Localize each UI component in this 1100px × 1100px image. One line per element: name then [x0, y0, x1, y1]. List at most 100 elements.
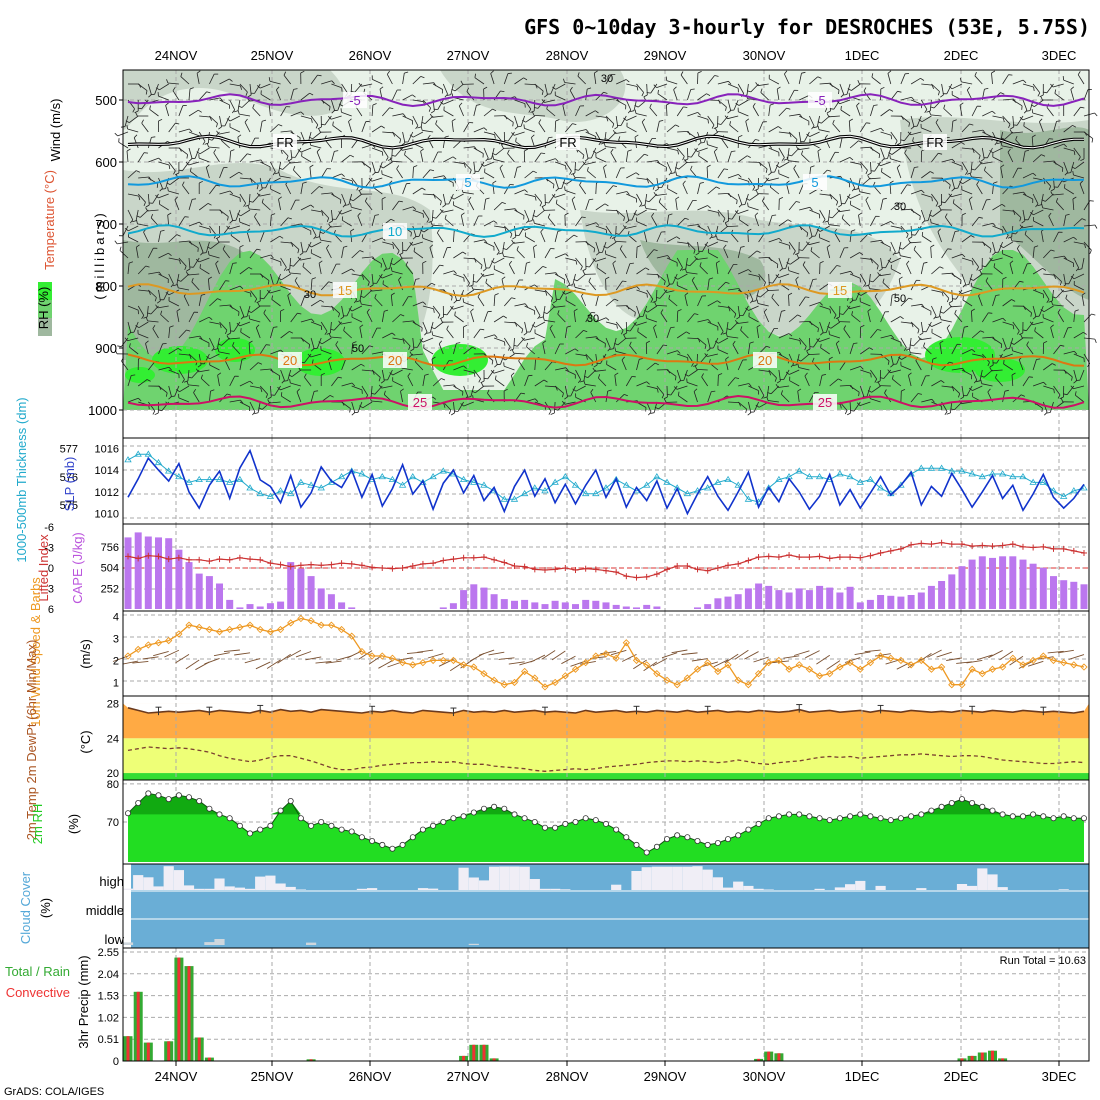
wind10-point: [887, 654, 895, 662]
wind-barb: [708, 252, 719, 259]
wind-barb: [351, 401, 356, 413]
wind-barb: [147, 209, 159, 212]
wind-barb-flag: [136, 170, 141, 173]
wind-barb: [693, 391, 698, 403]
wind-barb-flag: [687, 156, 692, 158]
cape-bar: [755, 583, 763, 609]
wind-barb: [746, 83, 749, 95]
wind-barb-flag: [931, 399, 935, 403]
wind-barb: [415, 361, 424, 371]
wind-barb: [391, 160, 403, 163]
wind-barb-flag: [236, 322, 241, 327]
wind-barb-flag: [993, 181, 998, 184]
wind-barb: [287, 295, 292, 307]
wind-barb: [137, 193, 146, 203]
wind-barb: [503, 337, 511, 348]
wind-barb: [208, 278, 210, 291]
wind-barb-flag: [532, 111, 535, 116]
wind-barb-flag: [216, 130, 220, 135]
wind-barb: [767, 289, 779, 291]
wind-barb-flag: [1041, 203, 1044, 208]
wind-barb-flag: [216, 238, 220, 243]
wind10-point: [663, 676, 671, 684]
wind-barb-flag: [929, 214, 933, 217]
wind-barb-flag: [334, 150, 339, 152]
wind-barb: [971, 217, 980, 227]
wind-barb-flag: [604, 203, 609, 207]
wind-barb-flag: [478, 378, 481, 383]
wind-barb: [550, 83, 556, 95]
wind-barb-flag: [1030, 211, 1034, 216]
wind-barb-flag: [970, 168, 975, 171]
wind-barb-flag: [826, 110, 831, 114]
wind-barb: [524, 83, 536, 85]
wind-barb: [697, 205, 708, 211]
wind10-point: [856, 665, 864, 673]
wind-barb-flag: [528, 220, 533, 222]
wind-barb-flag: [738, 174, 742, 178]
wind-barb: [880, 131, 892, 136]
wind10-barb: [153, 651, 169, 657]
thickness-point: [154, 458, 163, 466]
wind-barb-flag: [428, 107, 431, 112]
wind-barb-flag: [1019, 116, 1024, 121]
wind-barb: [687, 224, 699, 227]
wind-barb-flag: [906, 184, 911, 186]
wind-barb-flag: [326, 244, 330, 249]
wind-barb-flag: [781, 157, 785, 162]
wind-barb: [260, 254, 271, 259]
wind-barb: [1022, 193, 1033, 200]
wind-barb: [483, 147, 489, 159]
wind-barb: [434, 321, 444, 330]
wind-barb: [240, 209, 251, 217]
wind-barb: [270, 235, 280, 243]
wind-barb: [726, 321, 729, 333]
wind-barb: [229, 171, 240, 179]
rh2m-tick-70: 70: [107, 817, 119, 829]
cloud-clear-high: [245, 888, 256, 890]
wind-barb: [635, 113, 647, 117]
wind-barb: [951, 161, 963, 167]
wind10-point: [927, 665, 936, 673]
cloud-clear-high: [733, 881, 744, 890]
wind-barb: [361, 273, 370, 283]
wind-barb: [259, 385, 268, 395]
wind-barb-flag: [420, 229, 425, 233]
wind10-point: [836, 663, 844, 671]
wind-barb: [127, 209, 134, 221]
wind10-point: [561, 672, 569, 680]
cape-bar: [653, 606, 661, 609]
wind-barb-flag: [866, 122, 871, 124]
wind-barb-flag: [917, 336, 921, 340]
wind-barb: [1063, 147, 1075, 152]
cloud-clear-high: [692, 866, 703, 890]
wind-barb-flag: [523, 332, 528, 336]
wind-barb-flag: [795, 252, 800, 255]
wind-barb-flag: [715, 127, 718, 132]
isotherm-25: [127, 394, 1085, 409]
wind-barb: [789, 113, 800, 117]
wind-barb-flag: [644, 153, 649, 156]
wind-barb: [463, 369, 475, 374]
wind-barb-flag: [718, 212, 720, 217]
wind-barb-flag: [874, 292, 878, 297]
wind-barb-flag: [450, 306, 454, 310]
rh2m-point: [704, 841, 711, 848]
wind-barb-flag: [579, 181, 582, 186]
wind-barb-flag: [930, 106, 935, 109]
wind-barb-flag: [1029, 321, 1034, 326]
wind-barb-flag: [215, 236, 220, 240]
wind-barb-flag: [415, 125, 419, 130]
wind-barb-flag: [765, 177, 769, 181]
wind-barb-flag: [684, 217, 689, 220]
wind-barb: [269, 80, 281, 85]
wind-barb-flag: [787, 219, 792, 222]
wind-barb-flag: [440, 101, 444, 105]
wind-barb-flag: [258, 188, 263, 192]
wind-barb-flag: [841, 214, 844, 219]
wind-barb-flag: [1052, 296, 1057, 299]
wind-barb-flag: [890, 364, 894, 368]
wind-barb-flag: [582, 161, 586, 165]
wind-barb-flag: [865, 196, 869, 201]
